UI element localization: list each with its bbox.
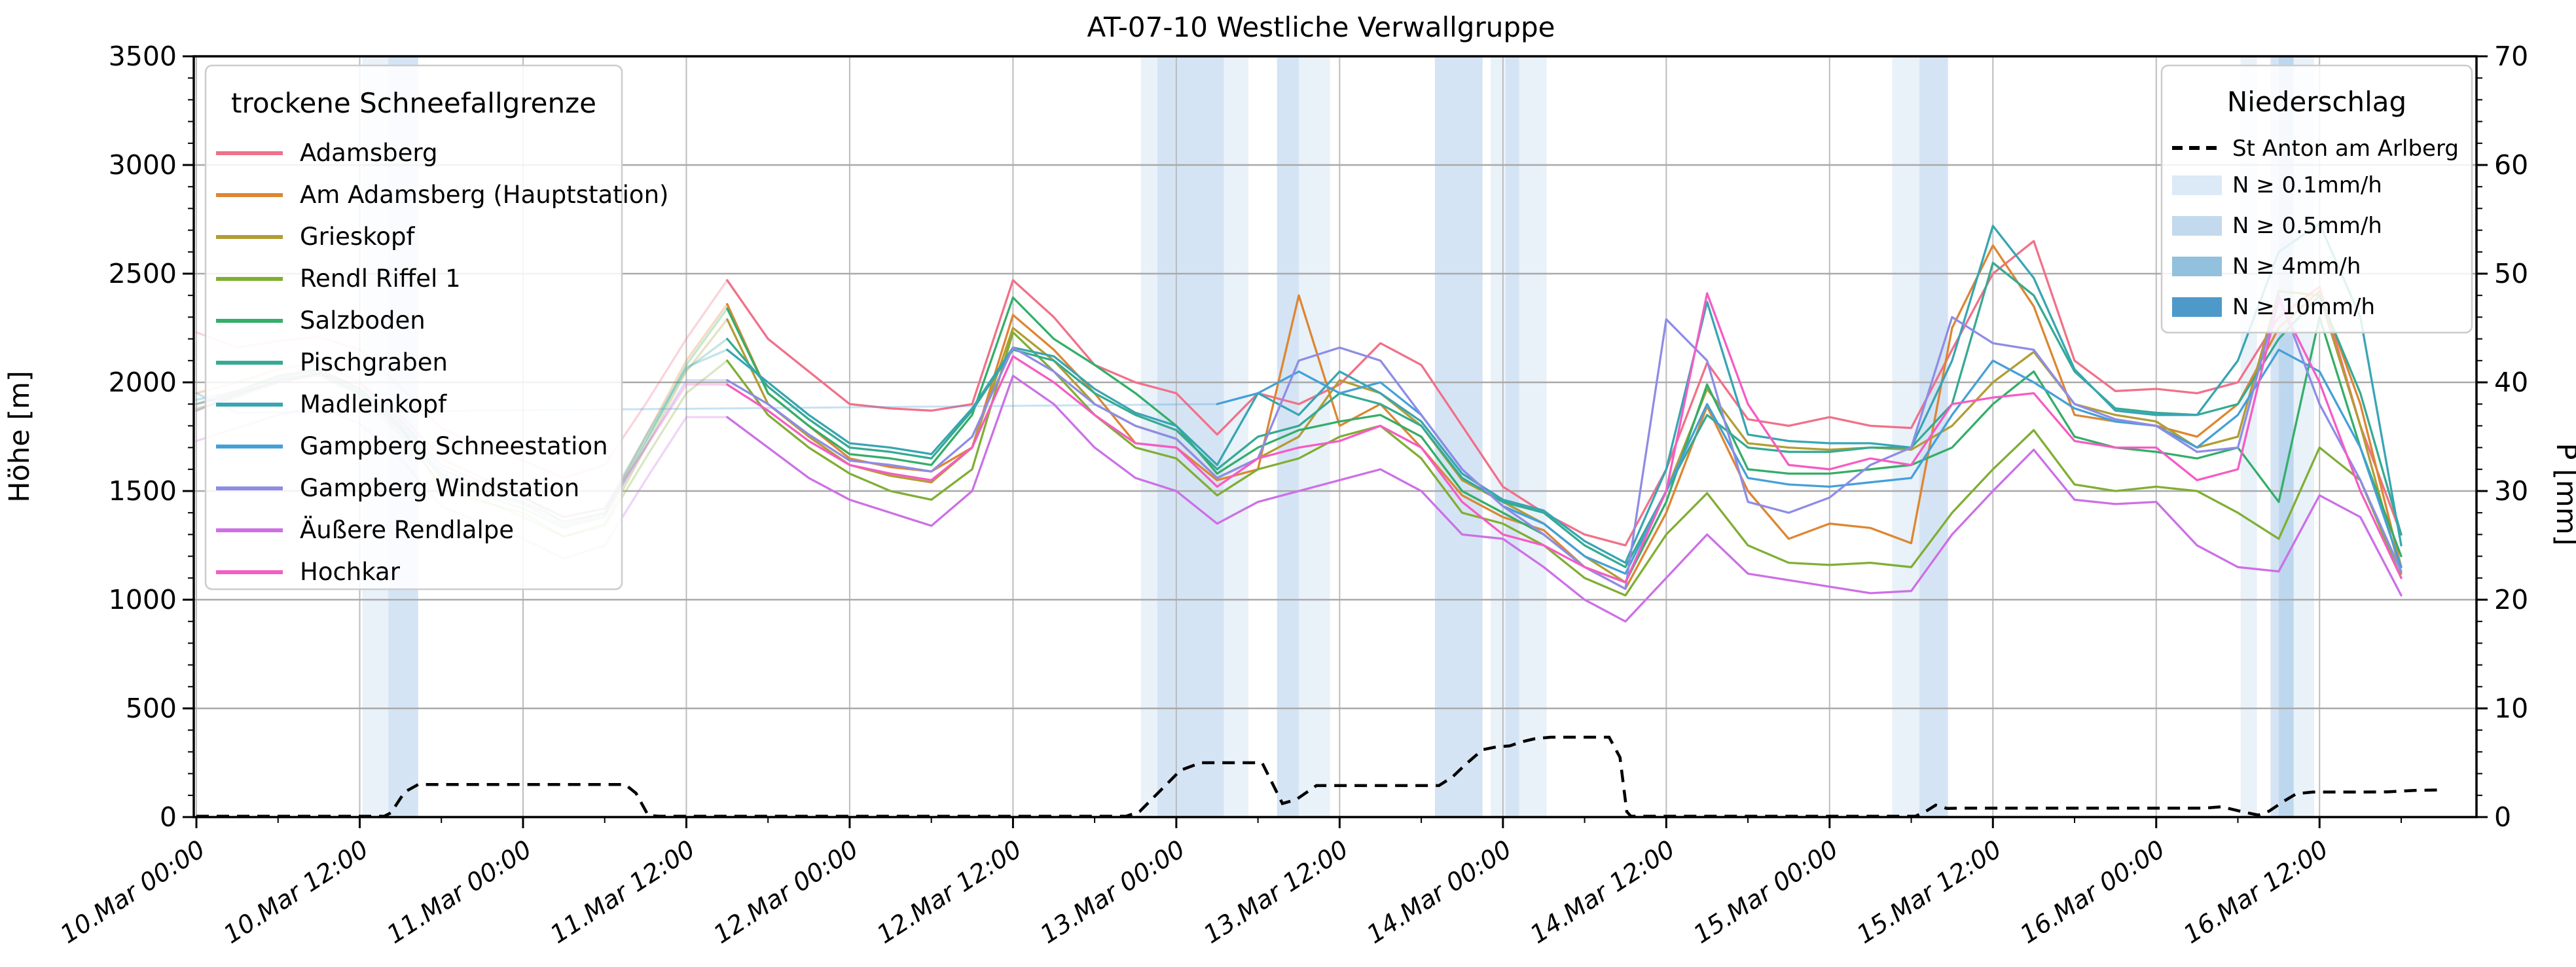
precip-band (1434, 56, 1483, 817)
legend-entry-label: Äußere Rendlalpe (300, 516, 514, 544)
legend-snowline-box (204, 64, 623, 591)
chart-title: AT-07-10 Westliche Verwallgruppe (1087, 11, 1555, 43)
y-tick-label-right: 70 (2494, 41, 2528, 72)
y-tick-label-left: 0 (160, 801, 177, 833)
legend-entry-label: Grieskopf (300, 223, 415, 251)
legend-snowline: trockene Schneefallgrenze Adamsberg Am Ada… (204, 64, 668, 591)
y-tick-label-right: 40 (2494, 367, 2528, 398)
y-tick-label-right: 30 (2494, 475, 2528, 507)
x-tick-label: 11.Mar 00:00 (382, 835, 537, 949)
x-tick-label: 14.Mar 12:00 (1525, 835, 1680, 949)
legend-entry-label: Hochkar (300, 558, 401, 586)
legend-entry-label: Pischgraben (300, 348, 448, 376)
x-tick-label: 13.Mar 00:00 (1035, 835, 1190, 949)
y-tick-label-left: 1000 (109, 584, 177, 615)
x-tick-label: 10.Mar 00:00 (55, 835, 210, 949)
precip-band (1299, 56, 1330, 817)
series-line--u-ere-rendlalpe (726, 374, 2403, 623)
x-tick-label: 10.Mar 12:00 (219, 835, 374, 949)
legend-entry-label: Madleinkopf (300, 390, 447, 418)
series-line-rendl-riffel-1 (726, 331, 2403, 597)
x-tick-label: 13.Mar 12:00 (1199, 835, 1354, 949)
legend-precip-box (2160, 64, 2473, 334)
y-tick-label-left: 1500 (109, 475, 177, 507)
series-line-adamsberg (726, 240, 2403, 547)
legend-band-swatch (2172, 297, 2222, 317)
series-line-gampberg-windstation (726, 294, 2403, 591)
y-tick-label-left: 2000 (109, 367, 177, 398)
legend-entry-label: N ≥ 10mm/h (2232, 294, 2375, 320)
legend-entry-label: St Anton am Arlberg (2232, 136, 2459, 162)
legend-band-swatch (2172, 257, 2222, 276)
precip-band (1140, 56, 1157, 817)
legend-entry-label: N ≥ 4mm/h (2232, 253, 2361, 280)
legend-precip: Niederschlag St Anton am Arlberg N ≥ 0.1mm… (2160, 64, 2473, 334)
y-axis-label-right: P [mm] (2550, 443, 2576, 546)
precip-band (1506, 56, 1519, 817)
precip-band (1277, 56, 1299, 817)
plot-frame (192, 55, 2478, 818)
x-tick-label: 15.Mar 00:00 (1688, 835, 1843, 949)
series-line-am-adamsberg-hauptstation- (726, 244, 2403, 591)
y-tick-label-left: 3500 (109, 41, 177, 72)
legend-entry-label: Adamsberg (300, 139, 437, 167)
precip-band (1224, 56, 1248, 817)
legend-entry-label: N ≥ 0.5mm/h (2232, 213, 2382, 239)
x-tick-label: 12.Mar 00:00 (708, 835, 863, 949)
legend-entry-label: Gampberg Windstation (300, 474, 579, 502)
x-tick-label: 14.Mar 00:00 (1362, 835, 1517, 949)
legend-entry-label: N ≥ 0.1mm/h (2232, 172, 2382, 198)
legend-precip-title: Niederschlag (2227, 86, 2406, 118)
legend-snowline-title: trockene Schneefallgrenze (231, 87, 596, 119)
precip-band (1519, 56, 1547, 817)
precip-band (1491, 56, 1506, 817)
legend-band-swatch (2172, 216, 2222, 236)
series-line-madleinkopf (726, 222, 2403, 564)
legend-entry-label: Am Adamsberg (Hauptstation) (300, 181, 668, 209)
x-tick-label: 16.Mar 12:00 (2178, 835, 2333, 949)
y-tick-label-right: 60 (2494, 149, 2528, 181)
series-line-hochkar (726, 292, 2403, 584)
series-line-gampberg-schneestation (1216, 348, 2403, 575)
x-tick-label: 11.Mar 12:00 (545, 835, 700, 949)
y-tick-label-left: 2500 (109, 258, 177, 289)
y-tick-label-right: 20 (2494, 584, 2528, 615)
legend-entry-label: Rendl Riffel 1 (300, 265, 461, 293)
legend-entry-label: Gampberg Schneestation (300, 432, 608, 460)
y-tick-label-right: 50 (2494, 258, 2528, 289)
x-tick-label: 16.Mar 00:00 (2015, 835, 2170, 949)
y-tick-label-left: 3000 (109, 149, 177, 181)
legend-entry-label: Salzboden (300, 306, 426, 335)
y-tick-label-left: 500 (126, 693, 177, 724)
x-tick-label: 12.Mar 12:00 (872, 835, 1027, 949)
legend-band-swatch (2172, 175, 2222, 195)
y-tick-label-right: 10 (2494, 693, 2528, 724)
x-tick-label: 15.Mar 12:00 (1851, 835, 2006, 949)
y-axis-label-left: Höhe [m] (3, 371, 36, 502)
y-tick-label-right: 0 (2494, 801, 2511, 833)
